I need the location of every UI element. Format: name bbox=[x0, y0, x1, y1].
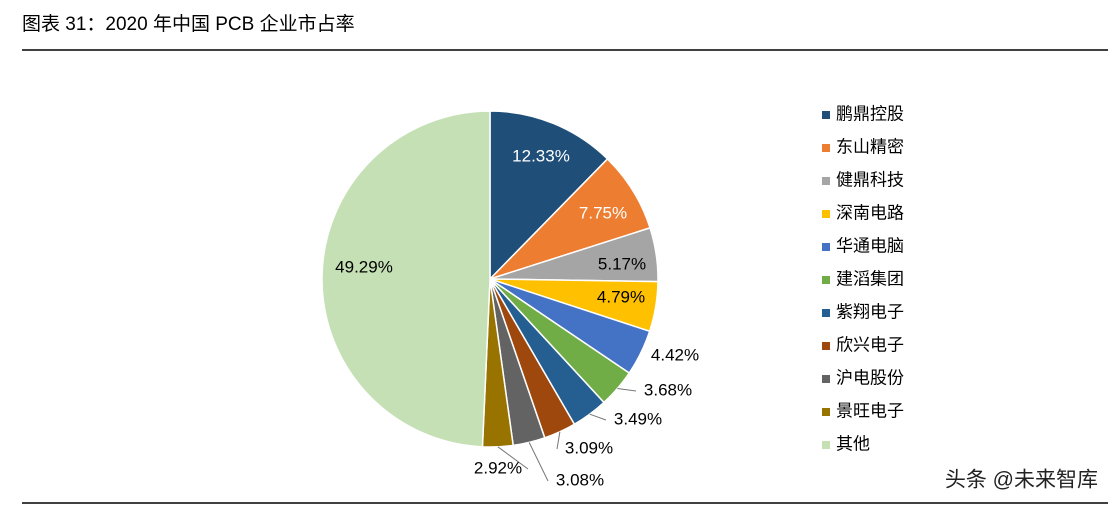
data-label: 12.33% bbox=[512, 146, 570, 165]
pie-slice bbox=[321, 110, 491, 448]
data-label: 3.49% bbox=[614, 409, 662, 428]
data-label: 7.75% bbox=[579, 203, 627, 222]
leader-line bbox=[497, 446, 529, 470]
legend-marker bbox=[822, 342, 830, 350]
legend-label: 健鼎科技 bbox=[836, 170, 904, 189]
legend-label: 景旺电子 bbox=[836, 401, 904, 420]
legend-label: 沪电股份 bbox=[836, 368, 904, 387]
legend-label: 东山精密 bbox=[836, 137, 904, 156]
legend-label: 鹏鼎控股 bbox=[836, 104, 904, 123]
legend-marker bbox=[822, 111, 830, 119]
data-label: 3.09% bbox=[565, 438, 613, 457]
legend-marker bbox=[822, 243, 830, 251]
legend-marker bbox=[822, 309, 830, 317]
legend-label: 其他 bbox=[836, 434, 870, 453]
legend-marker bbox=[822, 210, 830, 218]
pie-slice bbox=[489, 110, 609, 281]
legend-marker bbox=[822, 408, 830, 416]
leader-line bbox=[556, 431, 561, 450]
data-label: 4.79% bbox=[597, 287, 645, 306]
data-label: 4.42% bbox=[651, 345, 699, 364]
leader-line bbox=[617, 387, 637, 392]
watermark: 头条 @未来智库 bbox=[945, 469, 1098, 492]
leader-line bbox=[528, 442, 549, 482]
legend-label: 紫翔电子 bbox=[836, 302, 904, 321]
data-label: 49.29% bbox=[335, 257, 393, 276]
data-label: 3.68% bbox=[644, 380, 692, 399]
chart-title: 图表 31：2020 年中国 PCB 企业市占率 bbox=[22, 13, 355, 35]
leader-line bbox=[589, 413, 607, 421]
data-label: 3.08% bbox=[556, 470, 604, 489]
data-label: 5.17% bbox=[598, 254, 646, 273]
data-label: 2.92% bbox=[474, 458, 522, 477]
legend-marker bbox=[822, 276, 830, 284]
legend-label: 建滔集团 bbox=[836, 269, 904, 288]
legend-label: 深南电路 bbox=[836, 203, 904, 222]
legend-label: 华通电脑 bbox=[836, 236, 904, 255]
legend-marker bbox=[822, 177, 830, 185]
legend-label: 欣兴电子 bbox=[836, 335, 904, 354]
legend-marker bbox=[822, 441, 830, 449]
legend-marker bbox=[822, 375, 830, 383]
legend-marker bbox=[822, 144, 830, 152]
